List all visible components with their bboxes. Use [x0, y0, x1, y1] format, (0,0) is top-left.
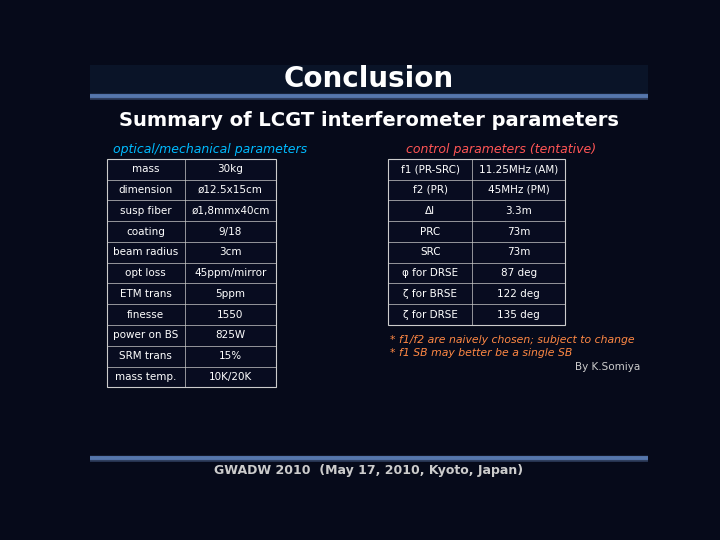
Text: beam radius: beam radius [113, 247, 179, 257]
Text: 15%: 15% [219, 351, 242, 361]
Bar [90, 460, 648, 462]
Text: Δl: Δl [426, 206, 436, 215]
Bar [90, 98, 648, 100]
Text: ø1,8mmx40cm: ø1,8mmx40cm [191, 206, 269, 215]
Text: ETM trans: ETM trans [120, 289, 172, 299]
Text: 5ppm: 5ppm [215, 289, 246, 299]
Text: 10K/20K: 10K/20K [209, 372, 252, 382]
Bar [107, 159, 276, 387]
Bar [90, 65, 648, 94]
Text: 11.25MHz (AM): 11.25MHz (AM) [479, 164, 558, 174]
Text: control parameters (tentative): control parameters (tentative) [405, 143, 596, 156]
Text: 1550: 1550 [217, 309, 243, 320]
Text: 3cm: 3cm [219, 247, 241, 257]
Text: susp fiber: susp fiber [120, 206, 171, 215]
Text: f2 (PR): f2 (PR) [413, 185, 448, 195]
Text: ζ for DRSE: ζ for DRSE [402, 309, 458, 320]
Text: finesse: finesse [127, 309, 164, 320]
Bar [388, 159, 565, 325]
Text: Summary of LCGT interferometer parameters: Summary of LCGT interferometer parameter… [119, 111, 619, 130]
Text: * f1 SB may better be a single SB: * f1 SB may better be a single SB [390, 348, 572, 358]
Text: SRC: SRC [420, 247, 441, 257]
Text: By K.Somiya: By K.Somiya [575, 362, 640, 372]
Bar [90, 456, 648, 460]
Text: 73m: 73m [507, 247, 530, 257]
Text: SRM trans: SRM trans [120, 351, 172, 361]
Text: 9/18: 9/18 [219, 226, 242, 237]
Text: power on BS: power on BS [113, 330, 179, 340]
Text: mass: mass [132, 164, 160, 174]
Text: dimension: dimension [119, 185, 173, 195]
Text: * f1/f2 are naively chosen; subject to change: * f1/f2 are naively chosen; subject to c… [390, 335, 634, 346]
Text: optical/mechanical parameters: optical/mechanical parameters [113, 143, 307, 156]
Text: 30kg: 30kg [217, 164, 243, 174]
Text: f1 (PR-SRC): f1 (PR-SRC) [401, 164, 460, 174]
Text: ø12.5x15cm: ø12.5x15cm [198, 185, 263, 195]
Text: coating: coating [127, 226, 165, 237]
Text: 122 deg: 122 deg [498, 289, 540, 299]
Text: 3.3m: 3.3m [505, 206, 532, 215]
Bar [90, 94, 648, 98]
Text: 73m: 73m [507, 226, 530, 237]
Text: 825W: 825W [215, 330, 246, 340]
Text: mass temp.: mass temp. [115, 372, 176, 382]
Text: 45ppm/mirror: 45ppm/mirror [194, 268, 266, 278]
Text: PRC: PRC [420, 226, 441, 237]
Text: 87 deg: 87 deg [500, 268, 536, 278]
Text: ζ for BRSE: ζ for BRSE [403, 289, 457, 299]
Text: 135 deg: 135 deg [498, 309, 540, 320]
Text: 45MHz (PM): 45MHz (PM) [487, 185, 549, 195]
Text: Conclusion: Conclusion [284, 65, 454, 93]
Text: φ for DRSE: φ for DRSE [402, 268, 459, 278]
Text: GWADW 2010  (May 17, 2010, Kyoto, Japan): GWADW 2010 (May 17, 2010, Kyoto, Japan) [215, 464, 523, 477]
Text: opt loss: opt loss [125, 268, 166, 278]
